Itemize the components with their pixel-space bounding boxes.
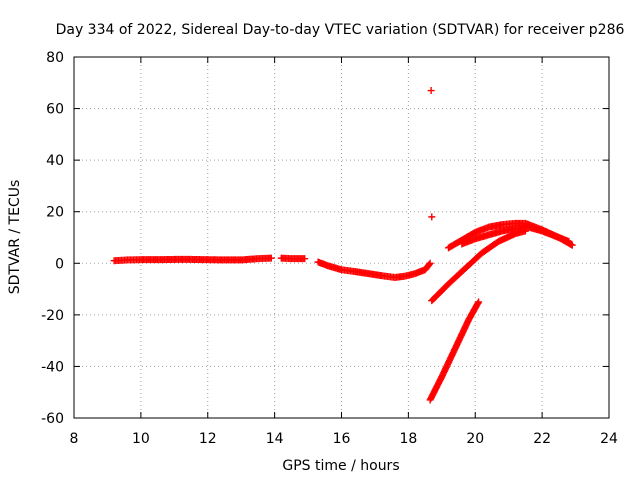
x-tick-label: 8 — [70, 431, 79, 447]
x-tick-label: 12 — [199, 431, 217, 447]
x-tick-label: 16 — [333, 431, 351, 447]
x-tick-label: 14 — [266, 431, 284, 447]
data-point — [426, 259, 434, 267]
data-point — [428, 213, 436, 221]
x-tick-label: 24 — [600, 431, 618, 447]
x-tick-labels: 8 10 12 14 16 18 20 22 24 — [70, 431, 618, 447]
grid — [74, 57, 609, 418]
x-axis-label: GPS time / hours — [282, 458, 399, 474]
y-tick-labels: -60 -40 -20 0 20 40 60 80 — [41, 50, 64, 427]
y-tick-label: -40 — [41, 359, 64, 375]
data-point — [301, 255, 309, 263]
data-point — [267, 254, 275, 262]
y-tick-label: 0 — [55, 256, 64, 272]
y-tick-label: -60 — [41, 411, 64, 427]
data-point — [474, 299, 482, 307]
chart-title: Day 334 of 2022, Sidereal Day-to-day VTE… — [56, 22, 625, 38]
y-tick-label: 20 — [46, 205, 64, 221]
axis-ticks — [73, 56, 610, 419]
x-tick-label: 20 — [466, 431, 484, 447]
y-tick-label: -20 — [41, 308, 64, 324]
data-point — [565, 237, 573, 245]
y-tick-label: 40 — [46, 153, 64, 169]
y-tick-label: 80 — [46, 50, 64, 66]
data-points — [110, 87, 576, 404]
y-tick-label: 60 — [46, 102, 64, 118]
x-tick-label: 18 — [399, 431, 417, 447]
data-point — [475, 298, 483, 306]
data-point — [427, 87, 435, 95]
y-axis-label: SDTVAR / TECUs — [7, 180, 23, 295]
x-tick-label: 10 — [132, 431, 150, 447]
data-point — [425, 260, 433, 268]
x-tick-label: 22 — [533, 431, 551, 447]
data-point — [568, 241, 576, 249]
